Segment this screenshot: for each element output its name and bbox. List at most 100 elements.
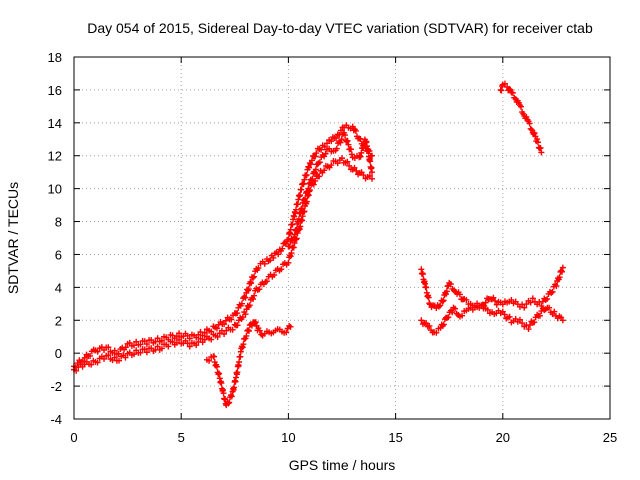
data-point [246, 302, 253, 309]
data-point [304, 189, 311, 196]
data-point [211, 353, 218, 360]
data-point [306, 180, 313, 187]
data-point [214, 333, 221, 340]
data-point [252, 319, 259, 326]
data-point [287, 323, 294, 330]
data-point [228, 393, 235, 400]
data-point [94, 359, 101, 366]
x-tick-label: 20 [496, 430, 510, 445]
data-point [137, 349, 144, 356]
data-point [255, 265, 262, 272]
data-point [278, 266, 285, 273]
data-point [459, 312, 466, 319]
data-point [323, 140, 330, 147]
data-point [122, 344, 129, 351]
data-point [328, 138, 335, 145]
data-point [237, 353, 244, 360]
data-point [295, 216, 302, 223]
data-point [519, 320, 526, 327]
data-point [526, 120, 533, 127]
data-point [275, 251, 282, 258]
data-point [367, 158, 374, 165]
data-point [559, 268, 566, 275]
data-point [303, 171, 310, 178]
data-point [88, 361, 95, 368]
data-point [137, 341, 144, 348]
y-tick-label: 0 [55, 346, 62, 361]
data-point [251, 273, 258, 280]
data-point [369, 175, 376, 182]
data-point [165, 343, 172, 350]
data-point [312, 166, 319, 173]
data-point [245, 286, 252, 293]
data-point [213, 363, 220, 370]
data-point [215, 371, 222, 378]
data-point [437, 302, 444, 309]
data-point [516, 316, 523, 323]
data-point [225, 400, 232, 407]
data-point [343, 138, 350, 145]
data-point [239, 314, 246, 321]
data-point [283, 329, 290, 336]
data-point [310, 181, 317, 188]
data-point [240, 341, 247, 348]
data-point [536, 312, 543, 319]
data-point [337, 127, 344, 134]
data-point [216, 370, 223, 377]
data-point [256, 286, 263, 293]
data-point [307, 161, 314, 168]
data-point [302, 195, 309, 202]
series-evening-lower [418, 302, 566, 336]
series-late-high [497, 80, 545, 156]
data-point [426, 322, 433, 329]
data-point [321, 167, 328, 174]
data-point [358, 149, 365, 156]
data-point [197, 335, 204, 342]
data-point [506, 85, 513, 92]
data-point [305, 185, 312, 192]
data-point [537, 144, 544, 151]
data-point [509, 89, 516, 96]
data-point [357, 153, 364, 160]
data-point [220, 390, 227, 397]
series-main-band [71, 122, 376, 371]
data-point [313, 150, 320, 157]
data-point [322, 150, 329, 157]
data-point [492, 297, 499, 304]
data-point [312, 153, 319, 160]
data-point [285, 259, 292, 266]
data-point [229, 326, 236, 333]
data-point [228, 316, 235, 323]
plot-frame [73, 56, 611, 420]
data-point [318, 146, 325, 153]
data-point [158, 337, 165, 344]
data-point [531, 319, 538, 326]
data-point [456, 291, 463, 298]
series-dip-segment [203, 319, 294, 409]
data-point [452, 305, 459, 312]
data-point [447, 280, 454, 287]
data-point [267, 257, 274, 264]
data-point [369, 152, 376, 159]
data-point [279, 245, 286, 252]
data-point [442, 291, 449, 298]
chart-title: Day 054 of 2015, Sidereal Day-to-day VTE… [87, 20, 593, 36]
data-point [263, 278, 270, 285]
data-point [291, 240, 298, 247]
data-point [288, 250, 295, 257]
data-point [338, 136, 345, 143]
data-point [105, 344, 112, 351]
data-point [316, 173, 323, 180]
y-tick-label: 4 [55, 280, 62, 295]
x-tick-label: 25 [603, 430, 617, 445]
data-point [248, 280, 255, 287]
data-point [559, 317, 566, 324]
data-point [213, 325, 220, 332]
data-point [245, 327, 252, 334]
data-point [337, 139, 344, 146]
data-point [423, 320, 430, 327]
y-tick-label: 16 [48, 83, 62, 98]
data-point [559, 264, 566, 271]
data-point [506, 313, 513, 320]
data-point [105, 352, 112, 359]
